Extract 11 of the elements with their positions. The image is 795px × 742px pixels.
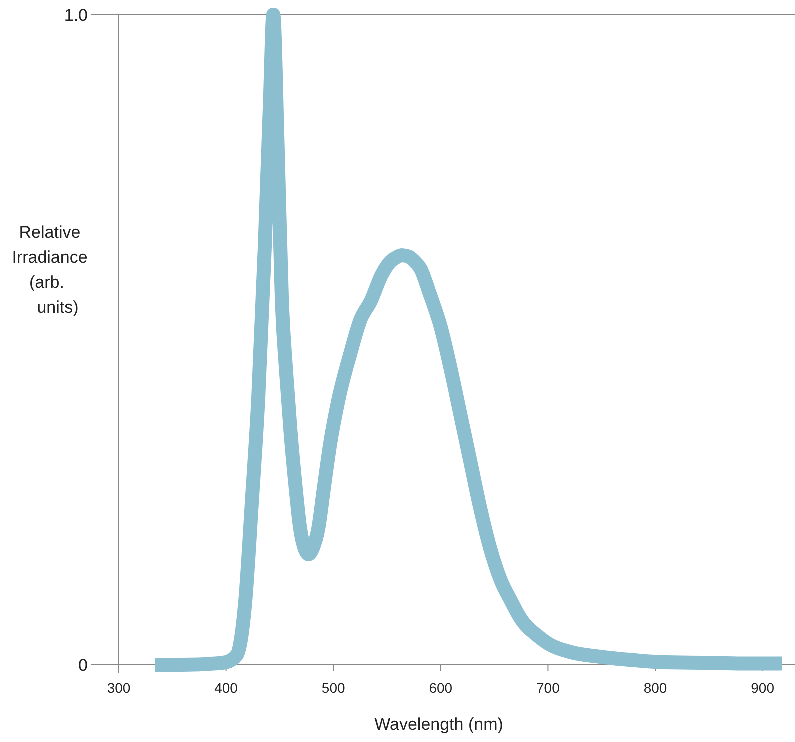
y-axis-title: Relative Irradiance (arb. units) xyxy=(12,223,88,317)
x-axis-title: Wavelength (nm) xyxy=(374,715,504,734)
x-tick-label: 300 xyxy=(107,680,131,696)
y-tick-label: 1.0 xyxy=(64,6,88,25)
x-tick-label: 400 xyxy=(214,680,238,696)
x-tick-label: 700 xyxy=(536,680,560,696)
x-tick-label: 800 xyxy=(644,680,668,696)
x-tick-label: 600 xyxy=(429,680,453,696)
y-tick-label: 0 xyxy=(78,656,88,675)
x-tick-label: 500 xyxy=(322,680,346,696)
x-tick-label: 900 xyxy=(751,680,775,696)
